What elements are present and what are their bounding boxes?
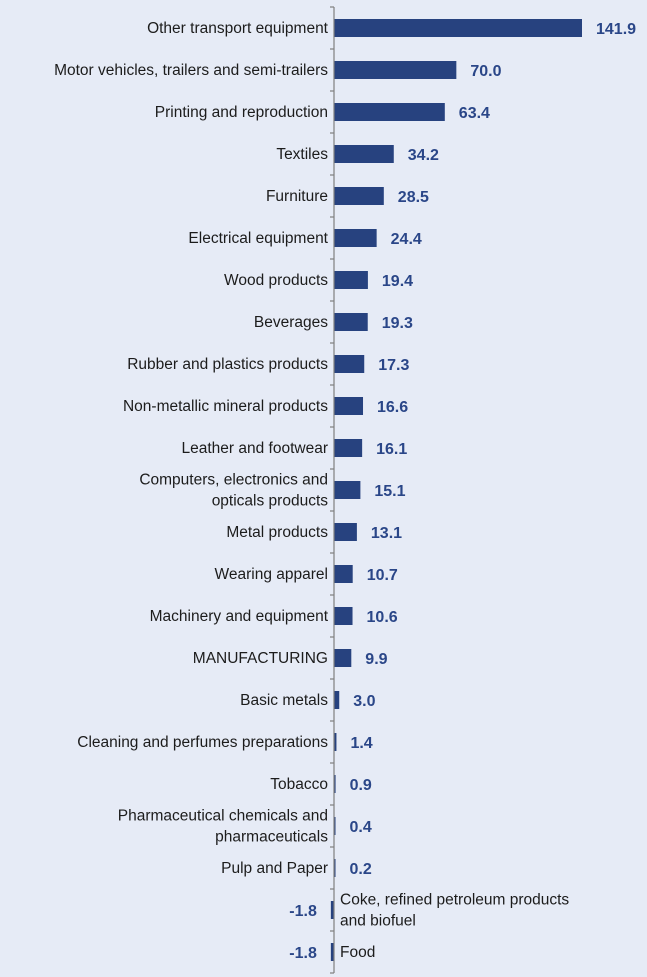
bar [334, 481, 361, 499]
category-label: Wearing apparel [215, 566, 328, 583]
data-label: -1.8 [289, 903, 317, 920]
data-label: 63.4 [459, 105, 490, 122]
bar [334, 61, 457, 79]
data-label: 9.9 [365, 651, 387, 668]
category-label: Pulp and Paper [221, 860, 328, 877]
category-label: Computers, electronics and opticals produ… [139, 472, 328, 510]
data-label: 0.4 [350, 819, 372, 836]
data-label: 141.9 [596, 21, 636, 38]
data-label: 0.2 [350, 861, 372, 878]
category-label: Motor vehicles, trailers and semi-traile… [54, 62, 328, 79]
category-label: Pharmaceutical chemicals and pharmaceutic… [118, 808, 328, 846]
bar [334, 733, 337, 751]
data-label: 1.4 [350, 735, 372, 752]
data-label: 28.5 [398, 189, 429, 206]
bar [334, 19, 582, 37]
category-label: Other transport equipment [147, 20, 329, 37]
data-label: 17.3 [378, 357, 409, 374]
bar [334, 271, 368, 289]
data-labels: 141.9 70.0 63.4 34.2 28.5 24.4 19.4 19.3 17.3 16.… [289, 21, 636, 962]
data-label: 19.4 [382, 273, 413, 290]
bar [334, 145, 394, 163]
category-label: Cleaning and perfumes preparations [77, 734, 328, 751]
category-label: Food [340, 944, 375, 961]
category-label: Tobacco [270, 776, 328, 793]
category-label: Machinery and equipment [150, 608, 329, 625]
category-label: Basic metals [240, 692, 328, 709]
bar [330, 901, 334, 919]
data-label: 15.1 [374, 483, 405, 500]
category-label: Furniture [266, 188, 328, 205]
bar [334, 439, 363, 457]
bar [334, 817, 336, 835]
data-label: 16.1 [376, 441, 407, 458]
bar [334, 775, 336, 793]
category-label: Printing and reproduction [155, 104, 328, 121]
data-label: 3.0 [353, 693, 375, 710]
category-label: Electrical equipment [188, 230, 328, 247]
data-label: 24.4 [391, 231, 422, 248]
data-label: 13.1 [371, 525, 402, 542]
bar [330, 943, 334, 961]
bar [334, 859, 336, 877]
bar [334, 313, 368, 331]
category-label: Textiles [276, 146, 328, 163]
bar [334, 187, 384, 205]
category-axis [330, 6, 335, 974]
category-labels: Other transport equipment Motor vehicles,… [54, 20, 569, 961]
data-label: 10.6 [367, 609, 398, 626]
category-label: Leather and footwear [182, 440, 329, 457]
bar [334, 397, 364, 415]
bar [334, 103, 445, 121]
data-label: -1.8 [289, 945, 317, 962]
data-label: 34.2 [408, 147, 439, 164]
category-label: Metal products [226, 524, 328, 541]
category-label: Wood products [224, 272, 328, 289]
category-label: Rubber and plastics products [127, 356, 328, 373]
bars-group [330, 19, 582, 961]
data-label: 70.0 [470, 63, 501, 80]
bar [334, 565, 353, 583]
data-label: 16.6 [377, 399, 408, 416]
category-label: Coke, refined petroleum products and biof… [340, 892, 569, 930]
data-label: 0.9 [350, 777, 372, 794]
category-label: Beverages [254, 314, 328, 331]
bar [334, 691, 340, 709]
data-label: 19.3 [382, 315, 413, 332]
category-label: Non-metallic mineral products [123, 398, 328, 415]
bar [334, 229, 377, 247]
category-label: MANUFACTURING [193, 650, 328, 667]
data-label: 10.7 [367, 567, 398, 584]
bar [334, 355, 365, 373]
bar [334, 523, 357, 541]
bar [334, 649, 352, 667]
bar [334, 607, 353, 625]
